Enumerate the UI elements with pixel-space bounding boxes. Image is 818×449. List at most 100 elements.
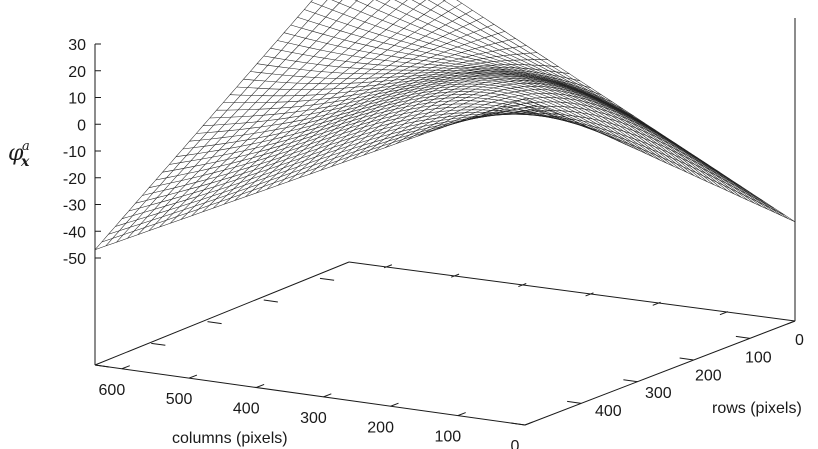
z-tick-label: 10 xyxy=(68,91,86,108)
mesh-row-line xyxy=(209,83,640,152)
column-tick-mark-back xyxy=(786,320,796,325)
z-tick-label: -20 xyxy=(63,171,86,188)
mesh-row-line xyxy=(277,40,708,182)
mesh-column-line xyxy=(514,101,785,215)
mesh-row-line xyxy=(243,74,674,167)
mesh-row-line xyxy=(236,76,667,164)
mesh-row-line xyxy=(283,32,715,186)
mesh-row-line xyxy=(162,103,593,173)
mesh-row-line xyxy=(142,112,573,196)
mesh-row-line xyxy=(456,0,796,223)
column-tick-label: 600 xyxy=(99,382,126,399)
z-tick-label: 30 xyxy=(68,37,86,54)
column-tick-label: 200 xyxy=(367,419,394,436)
mesh-row-line xyxy=(121,110,553,219)
mesh-row-line xyxy=(175,97,607,157)
mesh-row-line xyxy=(108,104,539,235)
mesh-column-line xyxy=(137,0,374,235)
mesh-row-line xyxy=(182,94,613,150)
column-tick-mark xyxy=(457,412,466,417)
mesh-row-line xyxy=(169,100,600,165)
column-tick-label: 400 xyxy=(233,401,260,418)
mesh-row-line xyxy=(331,0,748,201)
z-axis-subscript: x xyxy=(20,154,30,170)
z-tick-label: 0 xyxy=(77,117,86,134)
column-tick-label: 0 xyxy=(511,438,520,449)
mesh-column-line xyxy=(471,113,742,187)
mesh-column-line xyxy=(148,0,391,231)
column-tick-mark xyxy=(121,365,130,370)
column-tick-mark xyxy=(323,393,332,398)
column-tick-mark xyxy=(256,384,265,388)
mesh-column-line xyxy=(116,0,343,243)
mesh-row-line xyxy=(115,107,546,227)
column-axis-ticks: 600 500 400 300 200 100 0 xyxy=(99,264,796,449)
row-tick-label: 200 xyxy=(695,367,722,384)
mesh-column-line xyxy=(449,106,720,173)
mesh-row-line xyxy=(250,71,681,170)
z-tick-label: -40 xyxy=(63,224,86,241)
z-tick-label: -50 xyxy=(63,251,86,268)
mesh-row-line xyxy=(310,1,742,198)
z-axis-superscript: a xyxy=(22,139,30,154)
back-column-edge xyxy=(348,261,796,322)
mesh-row-line xyxy=(270,47,701,179)
column-tick-mark-back xyxy=(518,283,527,287)
row-tick-mark-back xyxy=(94,364,110,368)
mesh-row-line xyxy=(128,113,559,212)
column-tick-mark xyxy=(390,402,399,407)
column-tick-mark-back xyxy=(383,264,393,269)
mesh-column-line xyxy=(320,71,591,171)
row-tick-mark-back xyxy=(263,299,278,303)
column-tick-mark-back xyxy=(719,311,728,316)
column-axis-title: columns (pixels) xyxy=(172,430,288,447)
row-axis-title: rows (pixels) xyxy=(712,400,802,417)
axes-box xyxy=(94,18,796,426)
mesh-row-line xyxy=(155,106,586,181)
row-tick-label: 0 xyxy=(795,332,804,349)
mesh-row-line xyxy=(148,109,580,188)
mesh-row-line xyxy=(290,24,721,189)
z-axis-title: φ a x xyxy=(8,139,30,170)
row-tick-mark-back xyxy=(151,342,166,346)
row-tick-mark-back xyxy=(207,321,222,325)
mesh-row-line xyxy=(304,9,735,195)
row-tick-mark xyxy=(567,400,582,404)
column-tick-mark xyxy=(524,421,534,426)
mesh-column-line xyxy=(481,113,753,194)
row-tick-mark xyxy=(510,422,526,426)
mesh-row-line xyxy=(263,55,694,176)
column-tick-mark-back xyxy=(585,292,594,297)
row-tick-mark xyxy=(623,379,638,383)
mesh-row-line xyxy=(256,63,688,173)
mesh-row-line xyxy=(189,91,620,142)
row-tick-label: 300 xyxy=(645,385,672,402)
z-tick-label: -10 xyxy=(63,144,86,161)
mesh-row-line xyxy=(135,113,566,204)
mesh-row-line xyxy=(394,0,769,210)
column-tick-mark-back xyxy=(451,273,460,278)
column-tick-mark xyxy=(188,374,198,379)
row-tick-mark-back xyxy=(319,277,335,281)
column-tick-label: 100 xyxy=(434,429,461,446)
column-tick-mark-back xyxy=(652,301,661,306)
back-row-edge xyxy=(94,261,350,366)
mesh-row-line xyxy=(297,16,728,192)
mesh-row-line xyxy=(375,0,762,207)
column-axis-line xyxy=(94,364,526,426)
row-axis-ticks: 0 100 200 300 400 xyxy=(94,277,804,426)
z-tick-label: 20 xyxy=(68,64,86,81)
mesh-row-line xyxy=(442,0,789,219)
mesh-row-line xyxy=(202,86,634,149)
row-tick-label: 100 xyxy=(745,350,772,367)
row-tick-mark xyxy=(735,335,751,339)
mesh-row-line xyxy=(354,0,755,204)
mesh-row-line xyxy=(229,77,661,161)
mesh-row-line xyxy=(216,81,647,155)
z-tick-label: -30 xyxy=(63,198,86,215)
mesh-row-line xyxy=(223,79,654,158)
z-axis-symbol: φ xyxy=(8,141,24,166)
z-axis-ticks: 30 20 10 0 -10 -20 -30 -40 -50 xyxy=(63,37,101,268)
row-tick-label: 400 xyxy=(595,403,622,420)
